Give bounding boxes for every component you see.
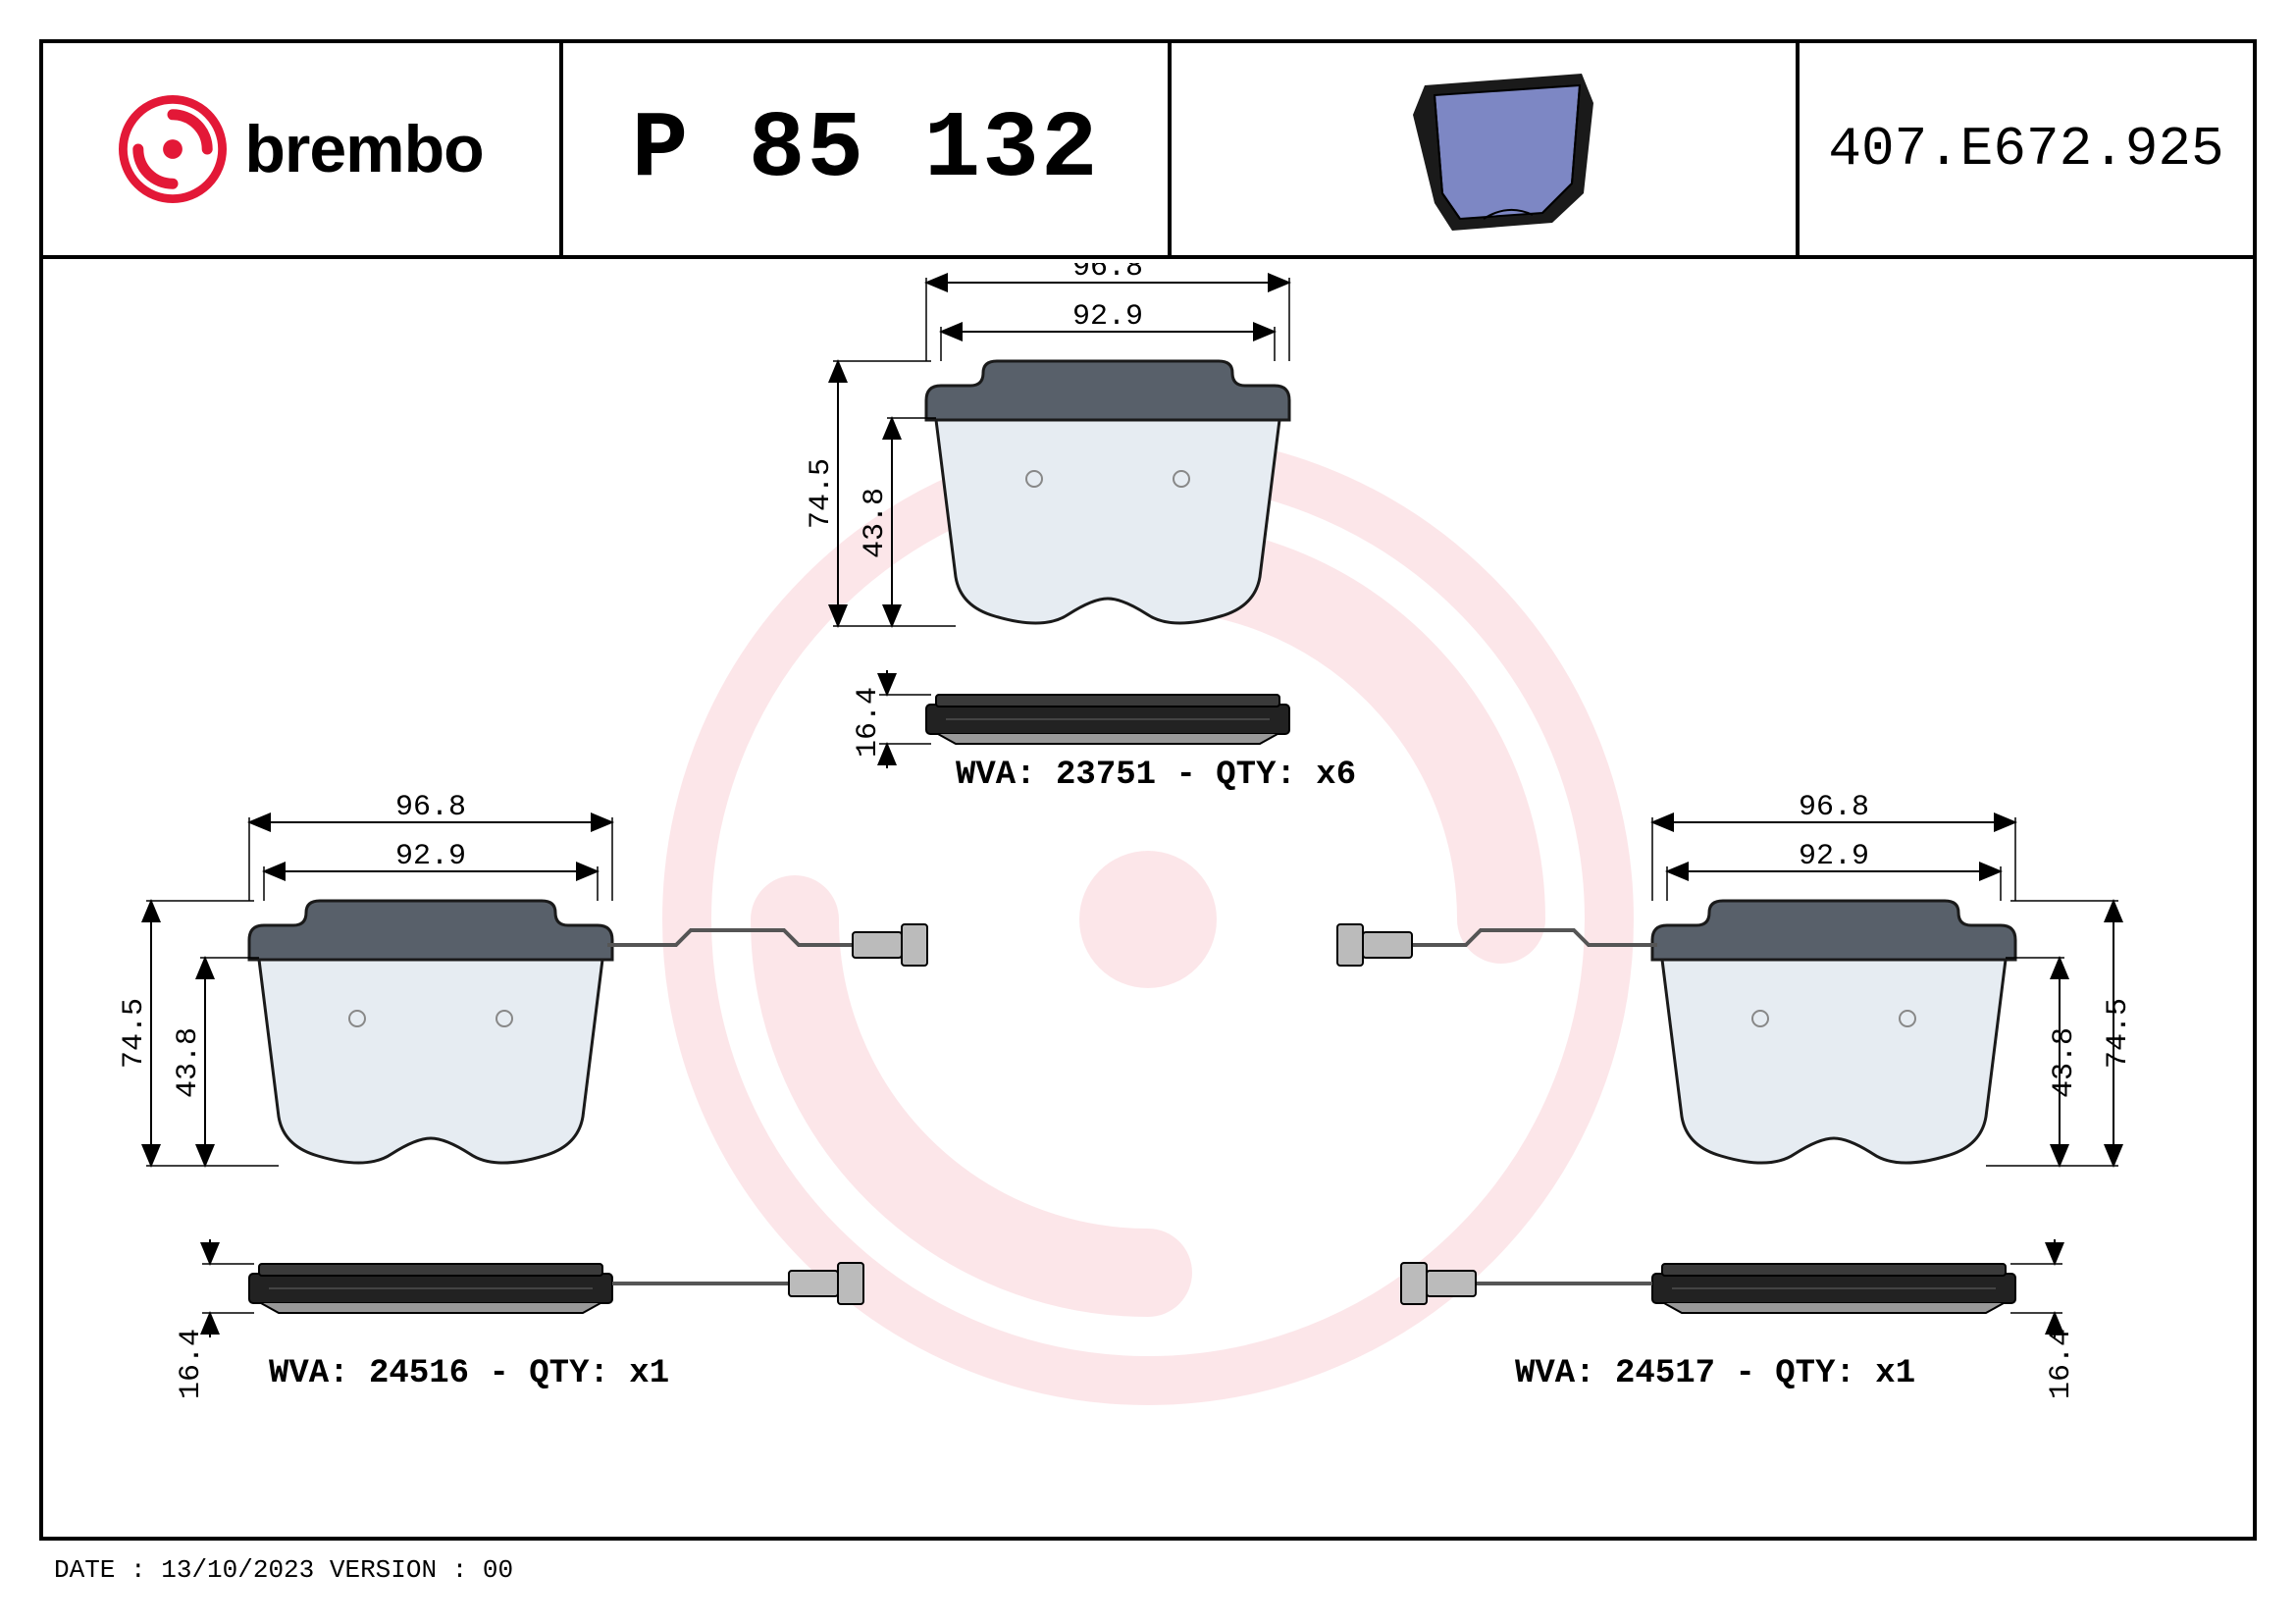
footer-date-label: DATE : (54, 1555, 146, 1585)
dim-thickness-l: 16.4 (175, 1329, 208, 1399)
drawing-code: 407.E672.925 (1828, 118, 2223, 181)
dim-thickness-r: 16.4 (2045, 1329, 2078, 1399)
brembo-logo-icon (119, 95, 227, 203)
variant-right: 96.8 92.9 74.5 43.8 (1337, 791, 2135, 1399)
part-number-cell: P 85 132 (563, 43, 1172, 255)
wva-row-right: WVA: 24517 - QTY: x1 (1515, 1355, 1915, 1392)
drawing-frame: brembo P 85 132 407.E672.925 (39, 39, 2257, 1541)
footer: DATE : 13/10/2023 VERSION : 00 (54, 1555, 513, 1585)
dim-width-outer-r: 96.8 (1799, 791, 1869, 824)
dim-width-outer: 96.8 (1072, 263, 1143, 285)
dim-width-outer-l: 96.8 (395, 791, 466, 824)
variant-top: 96.8 92.9 74.5 43.8 (805, 263, 1356, 794)
dim-thickness-top: 16.4 (852, 687, 885, 758)
dim-height-inner: 43.8 (859, 488, 892, 558)
dim-width-inner: 92.9 (1072, 300, 1143, 334)
dim-height-outer-r: 74.5 (2102, 998, 2135, 1069)
dim-width-inner-l: 92.9 (395, 840, 466, 873)
dim-width-inner-r: 92.9 (1799, 840, 1869, 873)
part-number: P 85 132 (632, 96, 1100, 203)
brand-cell: brembo (43, 43, 563, 255)
wva-row-left: WVA: 24516 - QTY: x1 (269, 1355, 669, 1392)
wva-row-top: WVA: 23751 - QTY: x6 (956, 757, 1356, 794)
footer-date: 13/10/2023 (161, 1555, 314, 1585)
iso-preview-icon (1336, 56, 1631, 242)
header-row: brembo P 85 132 407.E672.925 (43, 43, 2253, 259)
iso-preview-cell (1172, 43, 1800, 255)
brand-name: brembo (244, 111, 483, 187)
dim-height-inner-l: 43.8 (172, 1027, 205, 1098)
technical-drawing: 96.8 92.9 74.5 43.8 (43, 263, 2253, 1537)
drawing-area: 96.8 92.9 74.5 43.8 (43, 263, 2253, 1537)
footer-version-label: VERSION : (330, 1555, 467, 1585)
variant-left: 96.8 92.9 74.5 43.8 (118, 791, 927, 1399)
footer-version: 00 (483, 1555, 513, 1585)
dim-height-outer-l: 74.5 (118, 998, 151, 1069)
dim-height-outer: 74.5 (805, 458, 838, 529)
drawing-code-cell: 407.E672.925 (1800, 43, 2253, 255)
dim-height-inner-r: 43.8 (2048, 1027, 2081, 1098)
